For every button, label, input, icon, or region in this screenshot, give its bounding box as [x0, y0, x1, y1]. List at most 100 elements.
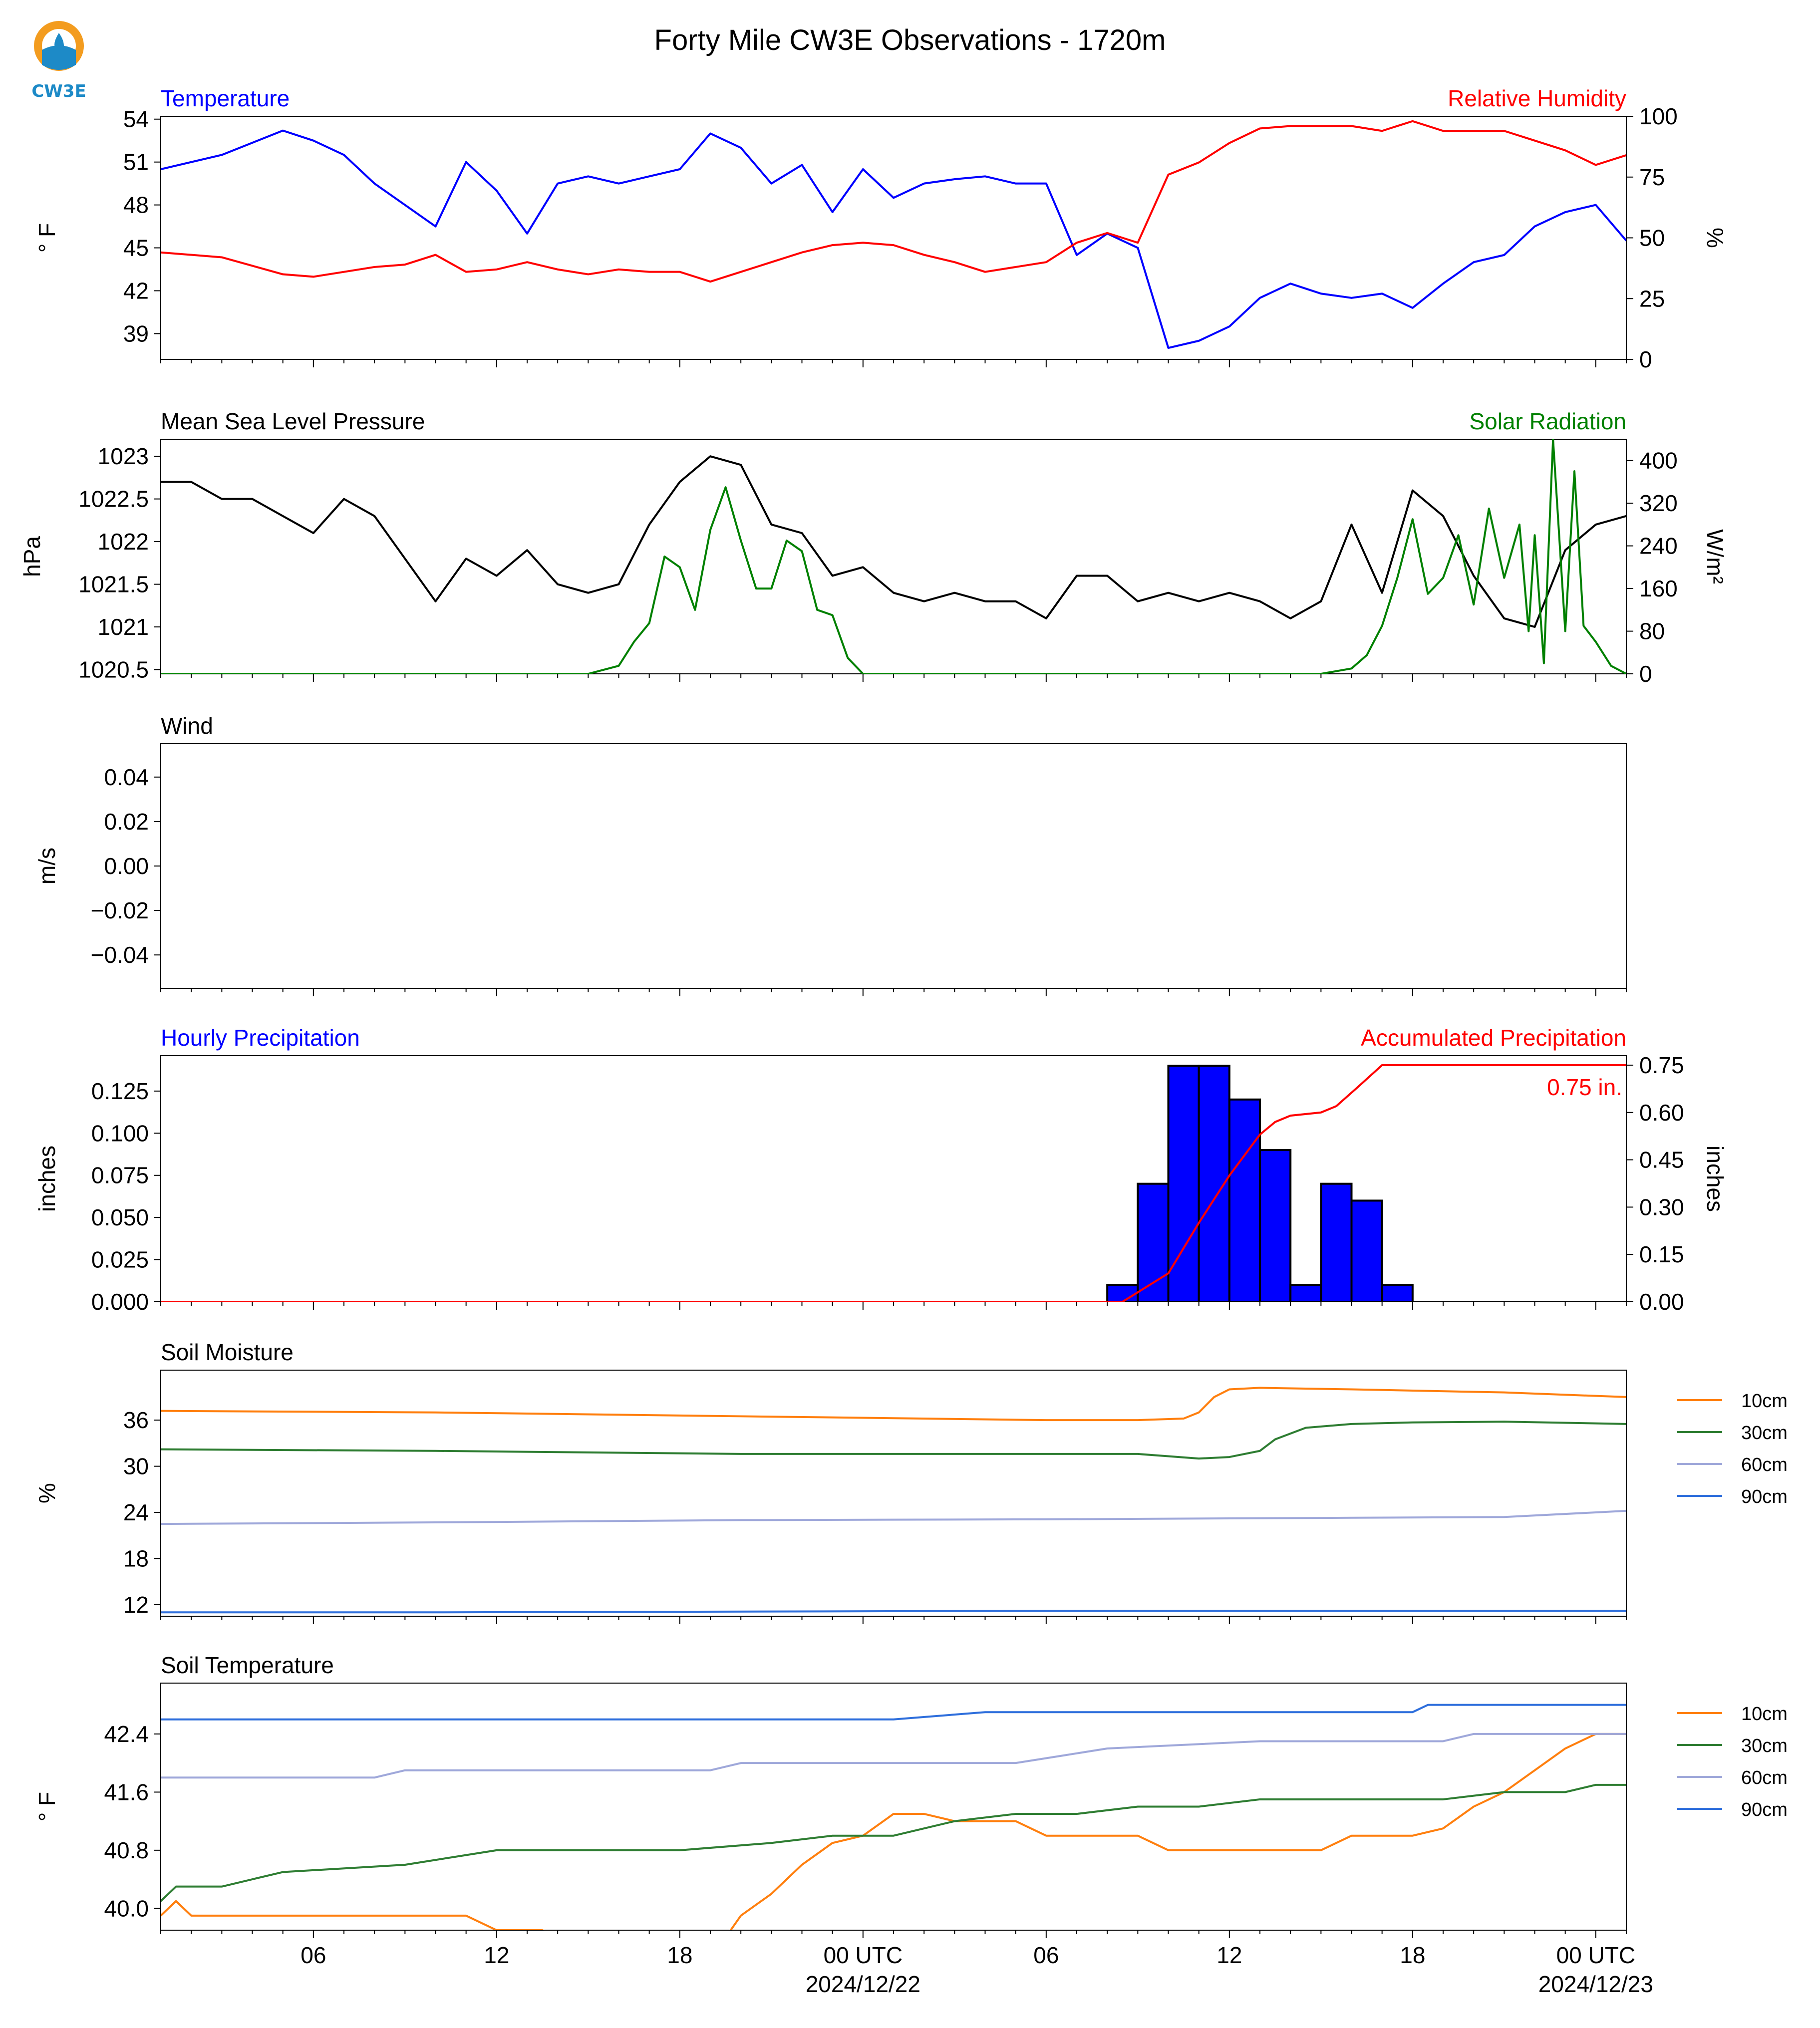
y-tick-label-right: 0	[1639, 661, 1652, 687]
series-line-60cm	[161, 1733, 1626, 1779]
series-line-black	[161, 455, 1626, 628]
y-axis-label-right: inches	[1702, 1146, 1728, 1212]
y-tick-label: 0.000	[91, 1289, 149, 1315]
series-line-blue	[161, 129, 1626, 349]
y-tick-label: 42	[123, 278, 149, 303]
y-tick-label: 0.00	[104, 853, 149, 879]
y-tick-label-right: 0.60	[1639, 1100, 1684, 1126]
y-tick-label-right: 0.30	[1639, 1194, 1684, 1220]
y-tick-label: 0.125	[91, 1078, 149, 1104]
panel-left-title: Soil Moisture	[161, 1339, 294, 1365]
y-tick-label-right: 75	[1639, 164, 1665, 190]
panel-soil_temperature: Soil Temperature 40.0 40.8 41.6 42.4 ° F 10cm 3…	[34, 1652, 1788, 1938]
y-tick-label: 1022.5	[78, 486, 149, 512]
series-line-90cm	[161, 1704, 1626, 1721]
y-tick-label: 41.6	[104, 1779, 149, 1805]
y-tick-label: 24	[123, 1499, 149, 1525]
cw3e-logo: CW3E	[31, 21, 86, 101]
x-date-label: 2024/12/23	[1538, 1971, 1653, 1997]
panel-right-title: Solar Radiation	[1469, 408, 1626, 434]
x-tick-label: 00 UTC	[824, 1942, 903, 1968]
logo-wave-icon	[42, 45, 76, 70]
y-axis-label-right: %	[1702, 228, 1728, 248]
precip-bar	[1381, 1284, 1414, 1302]
y-axis-label: ° F	[34, 1792, 60, 1821]
panels: Temperature Relative Humidity 39 42 45 48 51 54…	[19, 85, 1788, 1997]
precip-bar	[1289, 1284, 1322, 1302]
y-tick-label: 0.075	[91, 1162, 149, 1188]
y-axis-label: %	[34, 1483, 60, 1503]
legend-label: 30cm	[1741, 1423, 1788, 1444]
legend-label: 10cm	[1741, 1391, 1788, 1412]
legend-label: 60cm	[1741, 1767, 1788, 1788]
series-line-red	[161, 120, 1626, 283]
plot-area	[161, 1704, 1626, 1930]
series-line-10cm	[161, 1387, 1626, 1422]
series-line-30cm	[161, 1421, 1626, 1460]
y-tick-label: 42.4	[104, 1721, 149, 1747]
accumulated-total-label: 0.75 in.	[1547, 1074, 1622, 1100]
y-tick-label-right: 400	[1639, 448, 1678, 474]
x-tick-label: 12	[484, 1942, 509, 1968]
x-tick-label: 18	[667, 1942, 692, 1968]
y-tick-label-right: 160	[1639, 576, 1678, 601]
y-tick-label: 30	[123, 1453, 149, 1479]
y-tick-label: 1021.5	[78, 572, 149, 597]
series-line-90cm	[161, 1610, 1626, 1614]
plot-frame	[160, 116, 1627, 360]
series-line-30cm	[161, 1783, 1626, 1902]
panel-left-title: Hourly Precipitation	[161, 1025, 360, 1051]
y-tick-label-right: 25	[1639, 286, 1665, 311]
panel-right-title: Accumulated Precipitation	[1361, 1025, 1626, 1051]
x-tick-label: 06	[1033, 1942, 1059, 1968]
y-axis-label: ° F	[34, 223, 60, 253]
panel-wind: Wind −0.04 −0.02 0.00 0.02 0.04 m/s	[34, 713, 1627, 996]
y-tick-label: 1020.5	[78, 656, 149, 682]
legend-label: 60cm	[1741, 1454, 1788, 1475]
plot-frame	[160, 1370, 1627, 1617]
y-tick-label: 0.04	[104, 764, 149, 790]
y-tick-label: 18	[123, 1545, 149, 1571]
panel-temp_rh: Temperature Relative Humidity 39 42 45 48 51 54…	[34, 85, 1728, 372]
y-tick-label: 54	[123, 106, 149, 132]
plot-area	[161, 120, 1626, 349]
panel-left-title: Temperature	[161, 85, 290, 111]
y-tick-label: 51	[123, 149, 149, 175]
panel-pressure_solar: Mean Sea Level Pressure Solar Radiation 10…	[19, 408, 1728, 687]
accumulated-precip-line	[161, 1064, 1626, 1302]
y-tick-label: 39	[123, 320, 149, 346]
legend-label: 30cm	[1741, 1736, 1788, 1756]
y-tick-label: 1023	[98, 443, 149, 469]
precip-bar	[1106, 1284, 1139, 1302]
y-axis-label-right: W/m²	[1702, 529, 1728, 584]
panel-soil_moisture: Soil Moisture 12 18 24 30 36% 10cm 30cm 60cm 90cm	[34, 1339, 1788, 1624]
y-tick-label: 36	[123, 1407, 149, 1433]
figure-title: Forty Mile CW3E Observations - 1720m	[654, 24, 1166, 56]
y-tick-label: 40.0	[104, 1895, 149, 1921]
y-tick-label: −0.04	[91, 942, 149, 968]
y-tick-label: 48	[123, 192, 149, 218]
precip-bar	[1259, 1149, 1292, 1302]
series-line-60cm	[161, 1509, 1626, 1525]
y-tick-label-right: 100	[1639, 103, 1678, 129]
precip-bar	[1228, 1098, 1261, 1302]
x-tick-label: 12	[1216, 1942, 1242, 1968]
y-tick-label-right: 0.15	[1639, 1241, 1684, 1267]
series-line-10cm	[161, 1733, 1626, 1930]
logo-text: CW3E	[31, 81, 86, 101]
precip-bar	[1350, 1199, 1383, 1302]
x-date-label: 2024/12/22	[806, 1971, 920, 1997]
panel-left-title: Soil Temperature	[161, 1652, 334, 1678]
y-tick-label-right: 0	[1639, 346, 1652, 372]
y-tick-label: 12	[123, 1592, 149, 1618]
plot-area	[161, 1387, 1626, 1614]
plot-frame	[160, 439, 1627, 674]
y-tick-label: 0.100	[91, 1120, 149, 1146]
panel-precip: Hourly Precipitation Accumulated Precipit…	[34, 1025, 1728, 1315]
plot-area	[161, 439, 1626, 674]
y-axis-label: hPa	[19, 536, 45, 577]
x-tick-label: 00 UTC	[1556, 1942, 1635, 1968]
legend-label: 10cm	[1741, 1704, 1788, 1725]
series-line-green	[161, 439, 1626, 674]
